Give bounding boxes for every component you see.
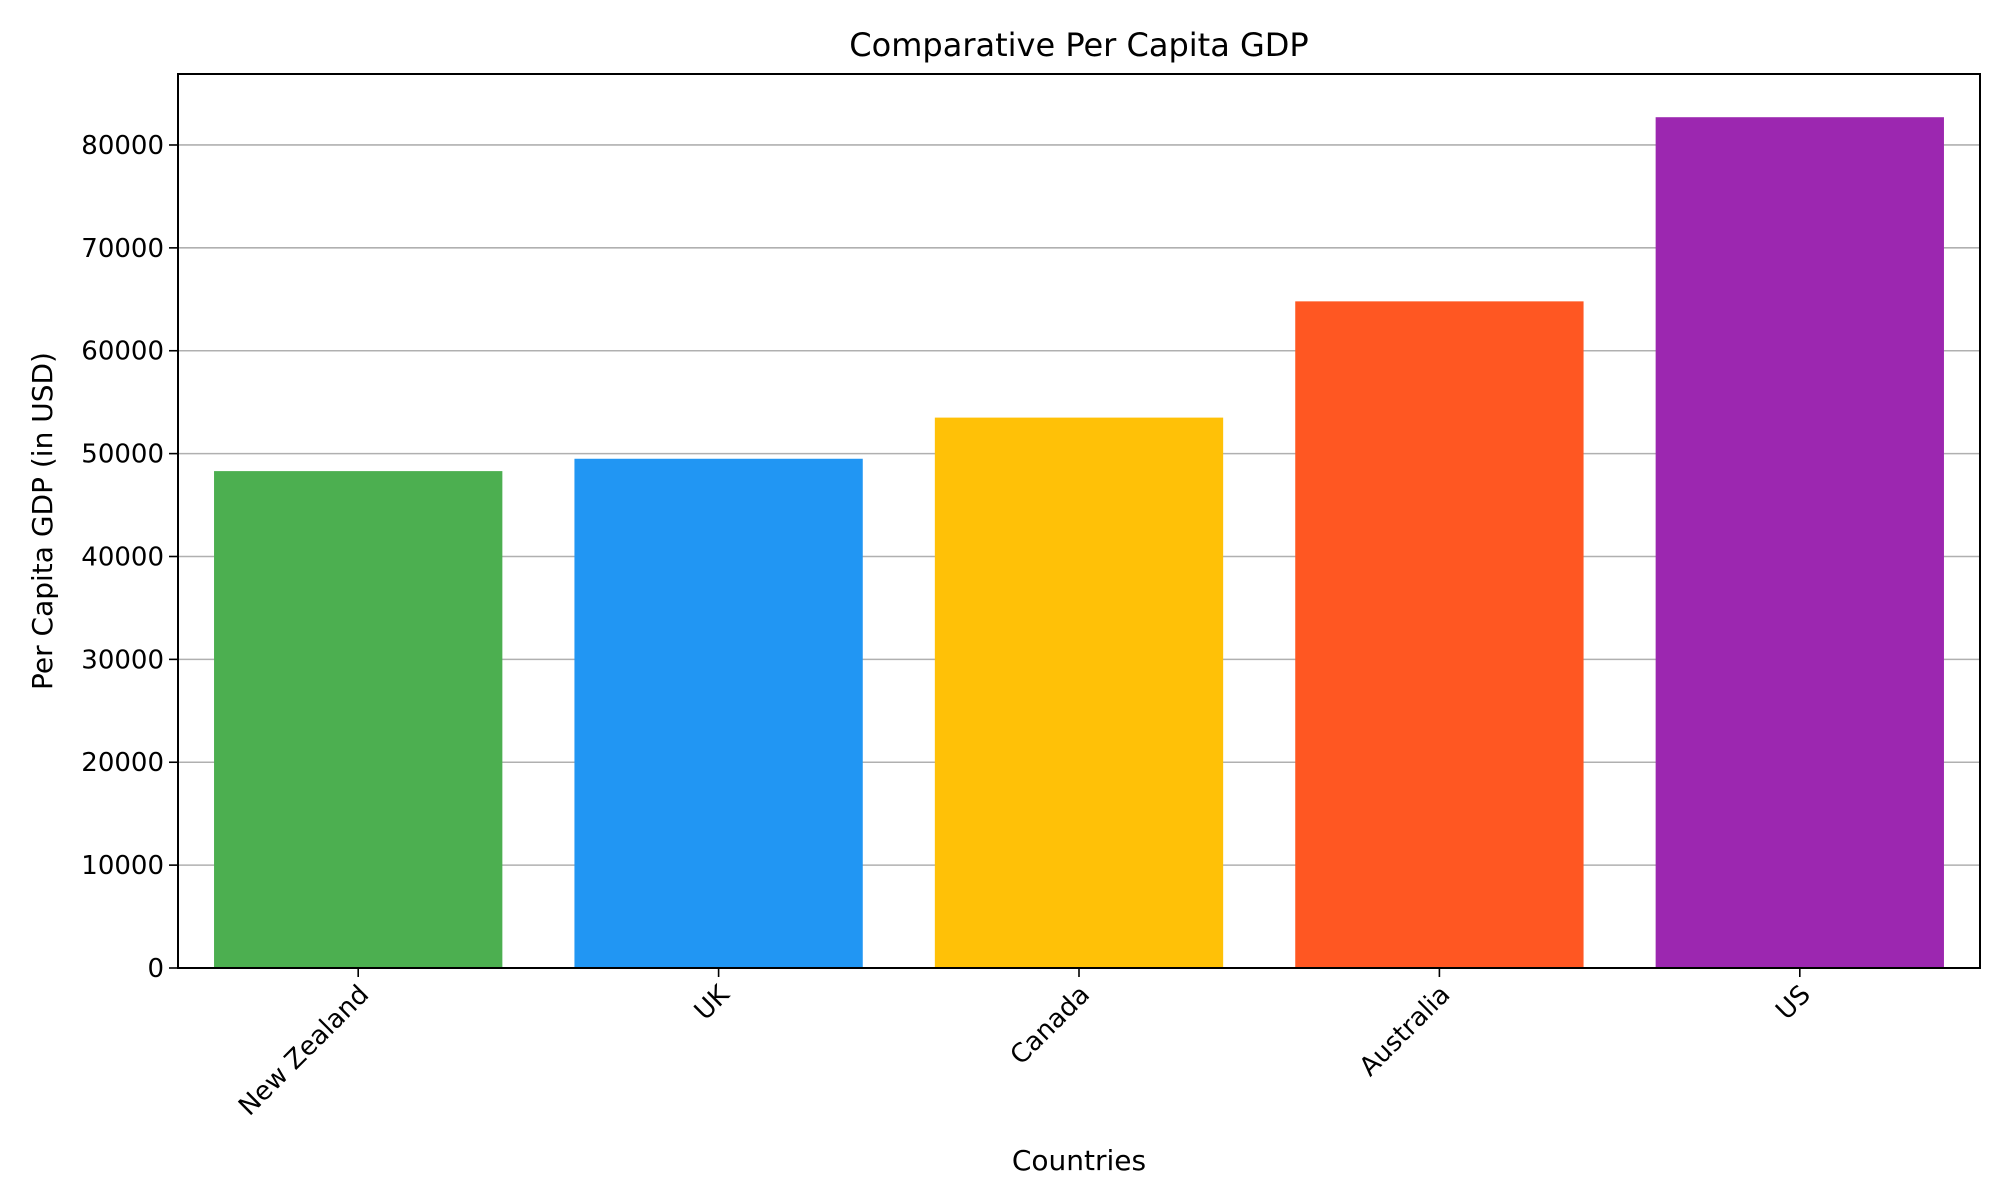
y-axis-label: Per Capita GDP (in USD) [26, 352, 59, 690]
y-tick-label: 10000 [81, 851, 164, 881]
y-tick-label: 0 [147, 954, 164, 984]
y-tick-label: 80000 [81, 131, 164, 161]
bar-us [1655, 117, 1944, 969]
bar-uk [574, 458, 863, 968]
x-tick-label: Australia [1354, 980, 1457, 1083]
x-tick-label: Canada [1005, 980, 1096, 1071]
bar-canada [934, 417, 1224, 968]
x-tick-label: New Zealand [233, 980, 375, 1122]
y-tick-label: 20000 [81, 748, 164, 778]
x-tick-label: UK [689, 979, 736, 1026]
bar-australia [1295, 301, 1584, 968]
chart-title: Comparative Per Capita GDP [849, 26, 1308, 64]
bars [214, 117, 1944, 969]
y-tick-label: 60000 [81, 337, 164, 367]
bar-new-zealand [214, 471, 503, 968]
y-tick-label: 40000 [81, 542, 164, 572]
y-tick-label: 70000 [81, 234, 164, 264]
x-axis-label: Countries [1012, 1144, 1146, 1177]
x-tick-label: US [1770, 980, 1816, 1026]
y-tick-label: 50000 [81, 440, 164, 470]
axis-ticks: 0 10000 20000 30000 40000 50000 60000 70000 8000… [81, 131, 1816, 1122]
y-tick-label: 30000 [81, 645, 164, 675]
